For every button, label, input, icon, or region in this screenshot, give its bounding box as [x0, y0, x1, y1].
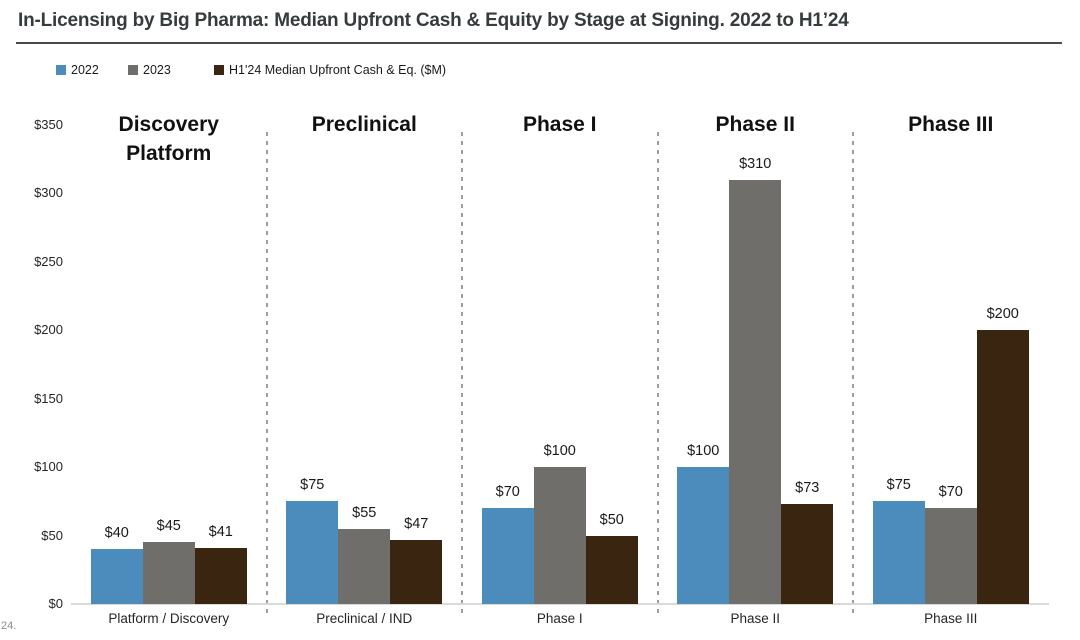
legend-item-2023: 2023: [128, 63, 171, 77]
category-label: Phase I: [536, 611, 583, 626]
bar-2023-phase-iii: [924, 508, 977, 604]
bar-2022-phase-i: [481, 508, 534, 604]
panel-separator: [852, 132, 854, 614]
footnote-partial: 24.: [1, 620, 17, 632]
bar-2023-platform-discovery: [142, 542, 195, 604]
panel-header: Preclinical: [311, 113, 417, 136]
chart-title: In-Licensing by Big Pharma: Median Upfro…: [18, 10, 849, 31]
bar-value-label: $73: [795, 480, 820, 497]
category-label: Platform / Discovery: [108, 611, 230, 626]
y-tick-label: $50: [41, 527, 63, 543]
bar-2022-phase-iii: [872, 501, 925, 604]
category-label: Phase III: [924, 611, 978, 626]
bar-value-label: $200: [986, 306, 1019, 323]
bar-h124-preclinical-ind: [390, 539, 443, 604]
y-tick-label: $100: [34, 459, 63, 475]
panel-header: Phase II: [715, 113, 795, 136]
y-tick-label: $300: [34, 185, 63, 201]
panel-separator: [461, 132, 463, 614]
bar-value-label: $45: [156, 518, 181, 535]
legend-swatch-2023: [128, 65, 138, 75]
bar-value-label: $75: [886, 477, 911, 494]
legend-swatch-h124: [214, 65, 224, 75]
bar-h124-phase-ii: [781, 504, 834, 604]
bar-value-label: $50: [599, 511, 624, 528]
legend-label-h124: H1'24 Median Upfront Cash & Eq. ($M): [229, 63, 447, 77]
bar-value-label: $70: [495, 484, 520, 501]
bar-2022-phase-ii: [677, 467, 730, 604]
y-tick-label: $200: [34, 322, 63, 338]
x-axis-baseline: [71, 603, 1049, 605]
legend-label-2023: 2023: [143, 63, 171, 77]
panel-header: Phase III: [908, 113, 994, 136]
panel-header: Phase I: [522, 113, 597, 136]
category-label: Preclinical / IND: [316, 611, 413, 626]
legend-item-h124: H1'24 Median Upfront Cash & Eq. ($M): [214, 63, 446, 77]
panel-separator: [265, 132, 268, 614]
panel-header: Discovery Platform: [118, 113, 219, 165]
bar-2022-platform-discovery: [90, 549, 143, 604]
title-underline: [16, 42, 1062, 44]
bar-value-label: $40: [104, 525, 129, 542]
bar-h124-phase-iii: [976, 330, 1029, 604]
bar-value-label: $310: [739, 155, 772, 172]
y-tick-label: $250: [34, 253, 63, 269]
bar-2022-preclinical-ind: [286, 501, 339, 604]
bar-2023-phase-i: [533, 467, 586, 604]
bar-value-label: $47: [404, 515, 429, 532]
y-tick-label: $150: [34, 390, 63, 406]
bar-2023-preclinical-ind: [338, 528, 391, 604]
y-tick-label: $350: [34, 117, 63, 132]
legend-item-2022: 2022: [56, 63, 99, 77]
category-label: Phase II: [730, 611, 781, 626]
y-tick-label: $0: [48, 596, 63, 611]
bar-value-label: $55: [352, 504, 377, 521]
bar-2023-phase-ii: [729, 179, 782, 604]
bar-h124-phase-i: [585, 535, 638, 604]
legend-label-2022: 2022: [71, 63, 99, 77]
bar-h124-platform-discovery: [194, 547, 247, 604]
bar-value-label: $70: [938, 484, 963, 501]
bar-value-label: $100: [687, 443, 720, 460]
bar-value-label: $41: [208, 523, 233, 540]
bar-value-label: $100: [543, 443, 576, 460]
bar-value-label: $75: [300, 477, 325, 494]
legend-swatch-2022: [56, 65, 66, 75]
panel-separator: [656, 132, 659, 614]
